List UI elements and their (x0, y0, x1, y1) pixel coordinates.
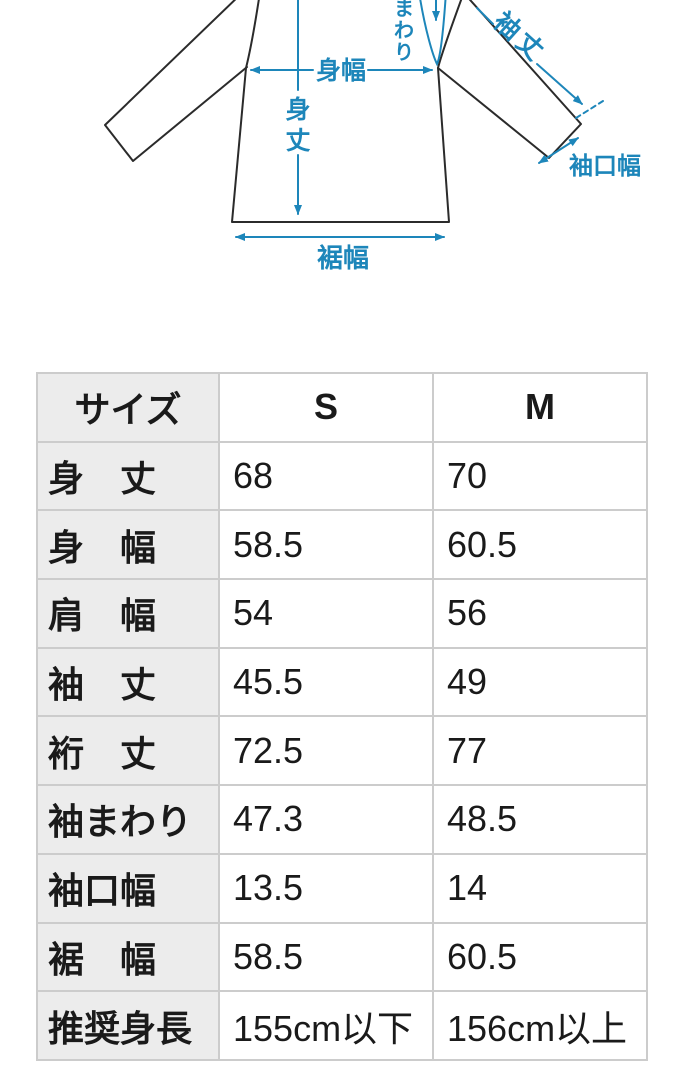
row-label: 身 幅 (36, 509, 220, 581)
size-value-m: 14 (432, 852, 648, 924)
size-value-s: 58.5 (218, 509, 434, 581)
row-label: 袖まわり (36, 784, 220, 855)
right-armhole-seam (437, 0, 463, 69)
sleeve-length-arrow (536, 63, 583, 105)
table-row: 袖まわり 47.3 48.5 (36, 784, 648, 855)
sleeve-around-label-char2: わ (394, 19, 414, 42)
row-label: 裄 丈 (36, 715, 220, 787)
sleeve-around-label-char3: り (394, 42, 414, 64)
size-value-m: 49 (432, 646, 648, 718)
measure-marks (235, 0, 604, 241)
table-row: 袖口幅 13.5 14 (36, 852, 648, 924)
row-label: 推奨身長 (36, 990, 220, 1061)
measure-labels: 身幅 身 丈 裾幅 ま わ り 袖丈 袖口幅 (285, 0, 641, 273)
table-row: 袖 丈 45.5 49 (36, 646, 648, 718)
row-label: 裾 幅 (36, 921, 220, 993)
cuff-width-label: 袖口幅 (569, 152, 641, 180)
size-value-m: 156cm以上 (432, 990, 648, 1061)
row-label: 袖口幅 (36, 852, 220, 924)
cuff-width-arrow (538, 137, 579, 164)
body-outline (231, 0, 450, 223)
table-row: 裄 丈 72.5 77 (36, 715, 648, 787)
size-value-m: 70 (432, 440, 648, 512)
body-width-label: 身幅 (316, 56, 366, 85)
size-value-s: 54 (218, 578, 434, 649)
size-value-s: 155cm以下 (218, 990, 434, 1061)
sleeve-around-curve (419, 0, 447, 67)
size-value-m: 60.5 (432, 921, 648, 993)
header-col-M: M (432, 372, 648, 443)
size-value-s: 45.5 (218, 646, 434, 718)
size-value-m: 48.5 (432, 784, 648, 855)
sleeve-length-line-top (476, 7, 494, 25)
sleeve-length-label: 袖丈 (488, 6, 553, 68)
table-row: 裾 幅 58.5 60.5 (36, 921, 648, 993)
size-value-m: 56 (432, 578, 648, 649)
table-row: 推奨身長 155cm以下 156cm以上 (36, 990, 648, 1061)
row-label: 袖 丈 (36, 646, 220, 718)
size-value-s: 72.5 (218, 715, 434, 787)
body-length-label-char1: 身 (285, 95, 310, 124)
table-row: 身 丈 68 70 (36, 440, 648, 512)
garment-measure-diagram: 身幅 身 丈 裾幅 ま わ り 袖丈 袖口幅 (104, 0, 641, 273)
size-value-s: 13.5 (218, 852, 434, 924)
size-table-body: 身 丈 68 70 身 幅 58.5 60.5 肩 幅 54 56 袖 丈 45.5 49 裄 丈 72.… (36, 440, 648, 1061)
table-row: 身 幅 58.5 60.5 (36, 509, 648, 581)
size-value-s: 58.5 (218, 921, 434, 993)
row-label: 身 丈 (36, 440, 220, 512)
size-table-header-row: サイズ S M (36, 372, 648, 443)
sleeve-around-label-char1: ま (394, 0, 414, 20)
body-length-label-char2: 丈 (285, 127, 310, 155)
cuff-guide-dashed (575, 100, 604, 119)
table-row: 肩 幅 54 56 (36, 578, 648, 649)
header-col-S: S (218, 372, 434, 443)
size-value-s: 47.3 (218, 784, 434, 855)
size-value-m: 77 (432, 715, 648, 787)
size-value-s: 68 (218, 440, 434, 512)
size-table: サイズ S M 身 丈 68 70 身 幅 58.5 60.5 肩 幅 54 56 袖 丈 45.5 49… (36, 372, 648, 1061)
left-sleeve (104, 0, 248, 162)
header-size-label: サイズ (36, 372, 220, 443)
size-value-m: 60.5 (432, 509, 648, 581)
hem-width-label: 裾幅 (317, 243, 369, 273)
row-label: 肩 幅 (36, 578, 220, 649)
